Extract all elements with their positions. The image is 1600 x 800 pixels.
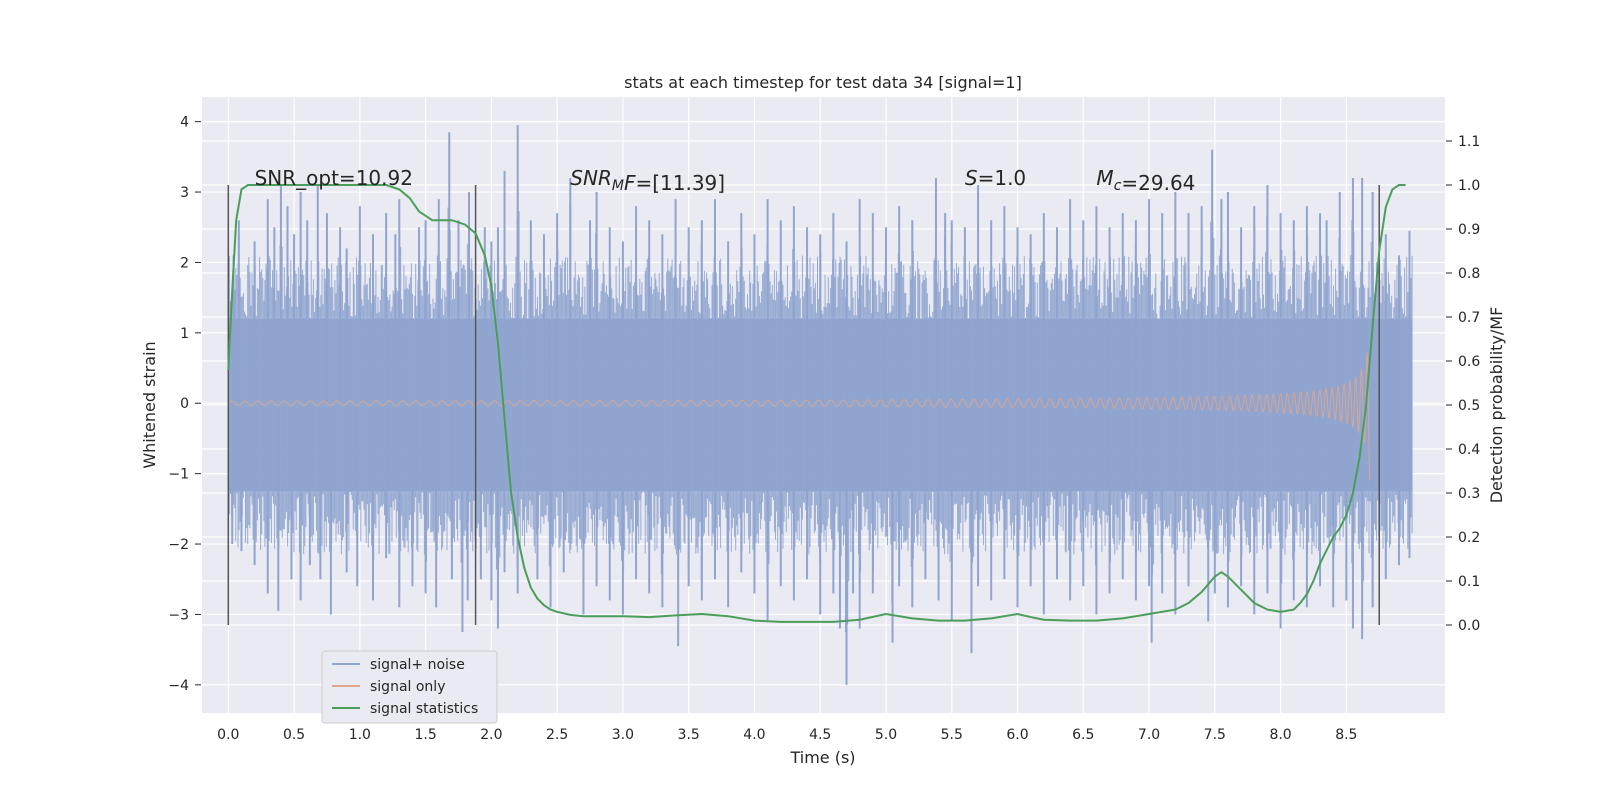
x-tick-label: 0.0 — [217, 727, 239, 743]
annotation-part: =29.64 — [1121, 171, 1195, 195]
y-right-tick-label: 0.7 — [1458, 310, 1480, 326]
annotation-part: c — [1114, 178, 1122, 194]
y-tick-label: 4 — [180, 115, 189, 131]
annotation-0: SNR_opt=10.92 — [255, 166, 413, 190]
x-tick-label: 7.0 — [1138, 727, 1160, 743]
annotation-3: Mc=29.64 — [1096, 166, 1195, 195]
y-tick-label: −2 — [168, 537, 189, 553]
chart-title: stats at each timestep for test data 34 … — [624, 73, 1022, 92]
annotation-1: SNRMF=[11.39] — [570, 166, 725, 195]
x-tick-label: 6.5 — [1072, 727, 1094, 743]
y-right-tick-label: 0.9 — [1458, 222, 1480, 238]
y-right-tick-label: 0.3 — [1458, 486, 1480, 502]
y-axis-right-ticks: 0.0 0.1 0.2 0.3 0.4 0.5 0.6 0.7 0.8 0.9 1.0 1.1 — [1446, 134, 1480, 634]
signal-noise-series — [227, 125, 1413, 685]
annotation-part: M — [1096, 166, 1113, 190]
y-tick-label: −1 — [168, 467, 189, 483]
legend-label-signal-only: signal only — [370, 679, 445, 695]
x-tick-label: 4.5 — [809, 727, 831, 743]
x-tick-label: 8.5 — [1335, 727, 1357, 743]
x-tick-label: 5.0 — [875, 727, 897, 743]
legend: signal+ noise signal only signal statist… — [321, 650, 498, 724]
statistics-line — [227, 184, 1406, 623]
y-tick-label: 3 — [180, 185, 189, 201]
signal-statistics-series — [227, 184, 1406, 623]
x-tick-label: 0.5 — [283, 727, 305, 743]
y-tick-label: 0 — [180, 396, 189, 412]
y-tick-label: 1 — [180, 326, 189, 342]
x-tick-label: 6.0 — [1006, 727, 1028, 743]
annotation-part: F — [624, 171, 636, 195]
annotation-part: S — [965, 166, 978, 190]
x-tick-label: 7.5 — [1204, 727, 1226, 743]
y-right-tick-label: 0.4 — [1458, 442, 1480, 458]
x-axis-ticks: 0.0 0.5 1.0 1.5 2.0 2.5 3.0 3.5 4.0 4.5 5.0 5.5 6.0 6… — [217, 727, 1357, 743]
legend-label-signal-statistics: signal statistics — [370, 701, 478, 717]
annotation-part: =[11.39] — [635, 171, 725, 195]
y-tick-label: −4 — [168, 678, 189, 694]
x-tick-label: 2.0 — [480, 727, 502, 743]
annotation-part: =1.0 — [978, 166, 1027, 190]
x-tick-label: 1.5 — [414, 727, 436, 743]
y-axis-right-label: Detection probability/MF — [1487, 307, 1506, 504]
annotation-part: M — [612, 178, 624, 194]
y-tick-label: −3 — [168, 607, 189, 623]
y-axis-label: Whitened strain — [140, 341, 159, 468]
x-tick-label: 1.0 — [349, 727, 371, 743]
x-axis-label: Time (s) — [789, 748, 855, 767]
x-tick-label: 3.0 — [612, 727, 634, 743]
annotation-part: SNR — [570, 166, 612, 190]
y-right-tick-label: 0.5 — [1458, 398, 1480, 414]
y-right-tick-label: 1.0 — [1458, 178, 1480, 194]
legend-box — [321, 650, 498, 724]
y-right-tick-label: 0.0 — [1458, 618, 1480, 634]
chirp-trace — [227, 352, 1371, 481]
legend-label-signal-noise: signal+ noise — [370, 657, 465, 673]
y-right-tick-label: 0.6 — [1458, 354, 1480, 370]
annotation-2: S=1.0 — [965, 166, 1026, 190]
y-right-tick-label: 0.2 — [1458, 530, 1480, 546]
y-axis-ticks: −4 −3 −2 −1 0 1 2 3 4 — [168, 115, 201, 694]
signal-only-series — [227, 352, 1371, 481]
y-tick-label: 2 — [180, 255, 189, 271]
x-tick-label: 5.5 — [941, 727, 963, 743]
annotations: SNR_opt=10.92 SNRMF=[11.39] S=1.0 Mc=29.64 — [255, 166, 1196, 195]
x-tick-label: 8.0 — [1269, 727, 1291, 743]
y-right-tick-label: 1.1 — [1458, 134, 1480, 150]
x-tick-label: 2.5 — [546, 727, 568, 743]
y-right-tick-label: 0.8 — [1458, 266, 1480, 282]
x-tick-label: 3.5 — [678, 727, 700, 743]
y-right-tick-label: 0.1 — [1458, 574, 1480, 590]
x-tick-label: 4.0 — [743, 727, 765, 743]
